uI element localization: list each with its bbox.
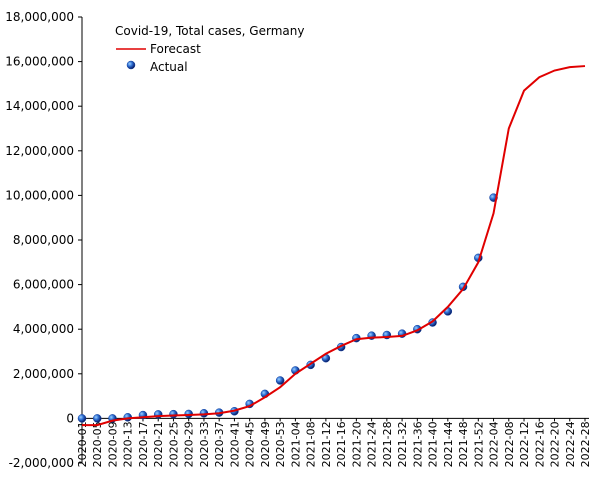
x-tick-label: 2022-28 <box>579 421 592 467</box>
x-tick-label: 2022-16 <box>533 421 546 467</box>
x-tick-label: 2022-24 <box>564 421 577 467</box>
y-tick-label: 4,000,000 <box>13 322 74 336</box>
legend-label: Actual <box>150 60 188 74</box>
chart-title: Covid-19, Total cases, Germany <box>115 24 304 38</box>
x-tick-label: 2020-45 <box>244 421 257 467</box>
x-tick-label: 2021-44 <box>442 421 455 467</box>
x-tick-label: 2021-24 <box>366 421 379 467</box>
actual-point <box>92 414 102 423</box>
y-tick-label: 14,000,000 <box>5 99 74 113</box>
x-tick-label: 2021-40 <box>427 421 440 467</box>
x-tick-label: 2021-12 <box>320 421 333 467</box>
x-tick-label: 2020-01 <box>76 421 89 467</box>
x-tick-label: 2020-53 <box>274 421 287 467</box>
x-tick-label: 2020-05 <box>91 421 104 467</box>
x-tick-label: 2020-13 <box>122 421 135 467</box>
x-tick-label: 2022-04 <box>488 421 501 467</box>
x-tick-label: 2022-08 <box>503 421 516 467</box>
y-tick-label: 8,000,000 <box>13 233 74 247</box>
x-tick-label: 2021-16 <box>335 421 348 467</box>
actual-point <box>275 376 285 385</box>
forecast-line <box>82 65 586 427</box>
y-tick-label: 10,000,000 <box>5 188 74 202</box>
y-tick-label: 6,000,000 <box>13 278 74 292</box>
x-tick-label: 2020-41 <box>228 421 241 467</box>
y-tick-label: 12,000,000 <box>5 144 74 158</box>
x-tick-label: 2020-29 <box>183 421 196 467</box>
x-tick-label: 2020-21 <box>152 421 165 467</box>
y-tick-label: 0 <box>66 411 74 425</box>
y-tick-label: 16,000,000 <box>5 55 74 69</box>
x-tick-label: 2021-48 <box>457 421 470 467</box>
x-tick-label: 2021-32 <box>396 421 409 467</box>
x-tick-label: 2020-17 <box>137 421 150 467</box>
x-tick-label: 2022-20 <box>549 421 562 467</box>
x-tick-label: 2021-08 <box>305 421 318 467</box>
x-tick-label: 2020-49 <box>259 421 272 467</box>
x-tick-label: 2020-09 <box>106 421 119 467</box>
x-tick-label: 2021-52 <box>472 421 485 467</box>
x-tick-label: 2021-28 <box>381 421 394 467</box>
actual-point <box>169 409 178 419</box>
y-tick-label: -2,000,000 <box>9 456 74 470</box>
actual-point <box>77 414 87 423</box>
y-tick-label: 2,000,000 <box>13 367 74 381</box>
legend-swatch <box>126 60 136 70</box>
x-tick-label: 2021-20 <box>350 421 363 467</box>
x-tick-label: 2020-33 <box>198 421 211 467</box>
x-tick-label: 2020-37 <box>213 421 226 467</box>
legend-label: Forecast <box>150 42 201 56</box>
x-tick-label: 2022-12 <box>518 421 531 467</box>
x-tick-label: 2021-04 <box>289 421 302 467</box>
y-tick-label: 18,000,000 <box>5 10 74 24</box>
x-tick-label: 2021-36 <box>411 421 424 467</box>
x-tick-label: 2020-25 <box>167 421 180 467</box>
